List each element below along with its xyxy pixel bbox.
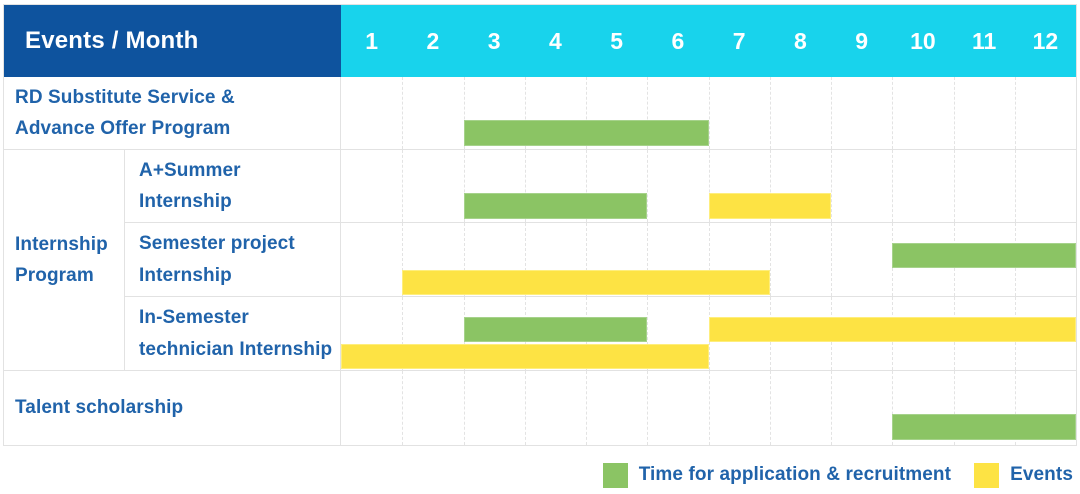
table-header-row: Events / Month 1 2 3 4 5 6 7 8 9 10 11 12 [4,5,1076,77]
legend-swatch-events [974,462,1000,488]
month-header-cell: 7 [732,27,746,54]
row-label: RD Substitute Service & Advance Offer Pr… [4,77,341,149]
month-grid-cell [524,150,586,222]
month-grid-cell [769,150,831,222]
group-rows: A+Summer Internship Semester project Inte… [125,150,1076,370]
gantt-bar-application [463,317,648,342]
month-header-cell: 5 [610,27,624,54]
month-grid-cell [524,371,586,445]
gantt-bar-events [341,344,709,369]
events-month-header: Events / Month [4,5,341,77]
table-row: Semester project Internship [125,222,1076,296]
legend-label-events: Events [1010,464,1073,485]
legend: Time for application & recruitment Event… [0,461,1073,489]
month-header-cell: 1 [365,27,379,54]
gantt-bar-application [463,193,648,219]
month-grid-cell [647,223,708,296]
month-header-cell: 2 [426,27,440,54]
row-chart-area [341,223,1076,296]
month-grid-cell [708,150,770,222]
month-grid-cell [586,371,647,445]
group-band: Internship Program A+Summer Internship Sem… [4,149,1076,370]
month-grid-cell [708,371,770,445]
month-grid-cell [524,223,586,296]
month-grid-cell [647,371,708,445]
month-grid-cell [708,223,770,296]
row-chart-area [341,297,1076,370]
month-grid-cell [708,77,770,149]
month-grid-cell [402,150,463,222]
month-grid-cell [892,150,953,222]
row-chart-area [341,77,1076,149]
month-grid-cell [463,371,525,445]
month-grid-cell [463,150,525,222]
month-grid-cell [831,371,892,445]
table-row: A+Summer Internship [125,150,1076,222]
month-header-row: 1 2 3 4 5 6 7 8 9 10 11 12 [341,5,1076,77]
row-label: A+Summer Internship [125,150,341,222]
month-grid-cell [953,371,1015,445]
row-chart-area [341,371,1076,445]
month-grid-cell [831,223,892,296]
table-row: Talent scholarship [4,370,1076,445]
month-grid-cell [1014,77,1076,149]
month-grid-cell [892,77,953,149]
table-row: In-Semester technician Internship [125,296,1076,370]
month-header-cell: 10 [910,27,936,54]
gantt-table: Events / Month 1 2 3 4 5 6 7 8 9 10 11 12 RD Substi… [3,4,1077,446]
month-grid-cell [953,77,1015,149]
gantt-bar-application [892,243,1076,268]
month-header-cell: 12 [1032,27,1059,54]
month-header-cell: 8 [793,27,807,54]
legend-swatch-application [602,462,628,488]
gantt-bar-application [892,414,1076,440]
month-grid-cell [463,77,525,149]
month-grid-cell [402,297,463,370]
gantt-body: RD Substitute Service & Advance Offer Pr… [4,77,1076,445]
month-header-cell: 9 [855,27,869,54]
month-grid-cell [831,150,892,222]
month-grid-cell [586,150,647,222]
month-grid-cell [524,77,586,149]
gantt-bar-events [708,317,1076,342]
month-grid-cell [769,223,831,296]
month-grid-cell [402,223,463,296]
row-chart-area [341,150,1076,222]
row-label: Semester project Internship [125,223,341,296]
month-grid-cell [341,223,402,296]
row-label: In-Semester technician Internship [125,297,341,370]
group-label: Internship Program [4,150,125,370]
legend-label-application: Time for application & recruitment [638,464,952,485]
month-grid-cell [769,77,831,149]
month-header-cell: 4 [548,27,562,54]
month-grid-cell [341,77,402,149]
month-grid-cell [341,371,402,445]
month-grid-cell [769,371,831,445]
month-grid-cell [647,150,708,222]
gantt-bar-events [402,270,770,295]
month-grid-cell [341,150,402,222]
month-grid-cell [831,77,892,149]
month-grid-cell [402,371,463,445]
month-grid-cell [402,77,463,149]
row-label: Talent scholarship [4,371,341,445]
legend-item-application: Time for application & recruitment [602,462,952,488]
gantt-bar-application [463,120,709,146]
month-header-cell: 3 [487,27,501,54]
month-grid-cell [647,297,708,370]
month-grid-cell [1014,371,1076,445]
legend-item-events: Events [974,462,1073,488]
gantt-bar-events [708,193,831,219]
table-row: RD Substitute Service & Advance Offer Pr… [4,77,1076,149]
month-header-cell: 6 [671,27,685,54]
month-grid-cell [463,223,525,296]
month-grid-cell [586,223,647,296]
month-grid-cell [953,150,1015,222]
month-grid-cell [647,77,708,149]
month-header-cell: 11 [971,27,997,54]
month-grid-cell [586,77,647,149]
month-grid-cell [1014,150,1076,222]
month-grid-cell [892,371,953,445]
